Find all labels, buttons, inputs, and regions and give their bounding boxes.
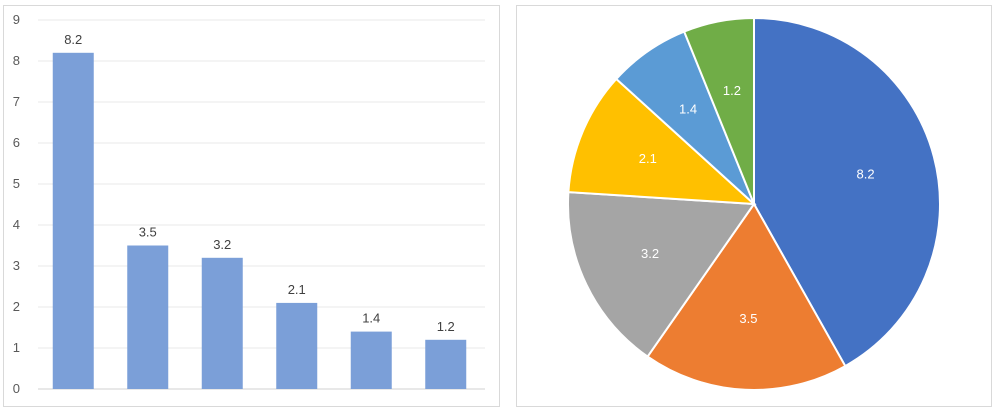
bar: [127, 245, 169, 389]
y-tick-label: 7: [13, 94, 20, 109]
y-tick-label: 0: [13, 381, 20, 396]
bar-data-label: 3.5: [139, 225, 157, 240]
bar-data-label: 1.2: [437, 319, 455, 334]
pie-data-label: 1.2: [723, 83, 741, 98]
pie-chart-panel: 8.2 3.5 3.2 2.1 1.4 1.2: [516, 5, 992, 407]
bar-data-label: 3.2: [213, 237, 231, 252]
y-tick-label: 3: [13, 258, 20, 273]
y-tick-label: 4: [13, 217, 20, 232]
bar: [350, 331, 392, 389]
bar: [52, 52, 94, 390]
bar: [425, 339, 467, 389]
pie-data-label: 1.4: [679, 101, 697, 116]
pie-data-label: 3.5: [739, 311, 757, 326]
bar-data-label: 1.4: [362, 311, 380, 326]
pie-data-label: 8.2: [857, 167, 875, 182]
y-tick-label: 5: [13, 176, 20, 191]
pie-chart: 8.2 3.5 3.2 2.1 1.4 1.2: [567, 16, 941, 391]
pie-slice: [753, 16, 941, 368]
pie-slice: [646, 202, 847, 391]
pie-data-label: 3.2: [641, 246, 659, 261]
bar-data-label: 8.2: [64, 32, 82, 47]
bar: [201, 257, 243, 389]
bar-chart-panel: 0 1 2 3 4 5 6 7 8 9 8.2 3.5 3.2 2.1 1.4 1.2: [3, 5, 500, 407]
y-tick-label: 9: [13, 12, 20, 27]
y-tick-label: 8: [13, 53, 20, 68]
bar-chart: 0 1 2 3 4 5 6 7 8 9 8.2 3.5 3.2 2.1 1.4 1.2: [13, 12, 485, 396]
y-tick-label: 6: [13, 135, 20, 150]
pie-slice: [567, 191, 756, 358]
pie-slice: [567, 77, 757, 206]
y-tick-label: 1: [13, 340, 20, 355]
bar: [276, 302, 318, 389]
bar-data-label: 2.1: [288, 282, 306, 297]
pie-slice: [682, 16, 755, 205]
y-tick-label: 2: [13, 299, 20, 314]
pie-data-label: 2.1: [639, 151, 657, 166]
